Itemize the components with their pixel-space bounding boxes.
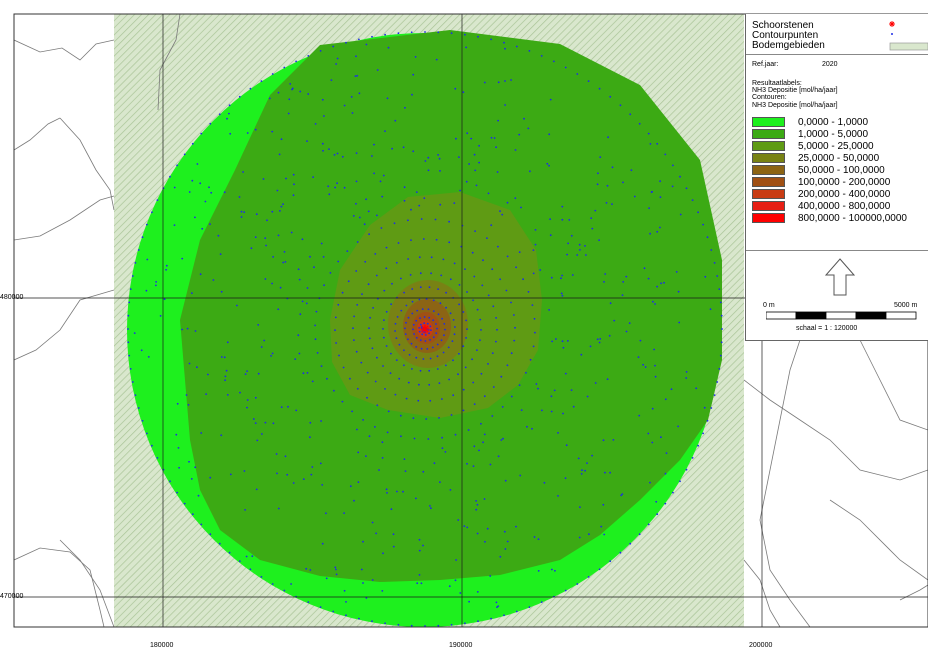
contours-title: Contouren: [752, 94, 787, 101]
legend-divider [746, 54, 928, 55]
y-tick-470000: 470000 [0, 593, 24, 600]
x-tick-180000: 180000 [150, 642, 174, 649]
legend-class-swatch [752, 153, 785, 163]
ref-year-value: 2020 [822, 61, 838, 68]
scalebar-start-label: 0 m [763, 302, 775, 309]
north-arrow-icon [824, 258, 856, 296]
scale-text: schaal = 1 : 120000 [796, 325, 858, 332]
legend-divider-2 [746, 250, 928, 251]
result-labels-title: Resultaatlabels: [752, 80, 802, 87]
map-border [13, 13, 928, 628]
contours-value: NH3 Depositie [mol/ha/jaar] [752, 102, 838, 109]
legend-class-label: 100,0000 - 200,0000 [798, 177, 891, 188]
legend-class-swatch [752, 177, 785, 187]
legend-class-label: 800,0000 - 100000,0000 [798, 213, 907, 224]
legend-class-swatch [752, 213, 785, 223]
contour-points [127, 31, 723, 627]
legend-class-label: 0,0000 - 1,0000 [798, 117, 869, 128]
legend-class-label: 25,0000 - 50,0000 [798, 153, 880, 164]
legend-layer-chimneys: Schoorstenen [752, 20, 814, 31]
legend-class-swatch [752, 117, 785, 127]
legend-class-label: 400,0000 - 800,0000 [798, 201, 891, 212]
legend-panel: Schoorstenen Contourpunten Bodemgebieden… [745, 14, 928, 341]
asterisk-icon [889, 21, 895, 27]
legend-layer-contour-points: Contourpunten [752, 30, 819, 41]
legend-class-label: 1,0000 - 5,0000 [798, 129, 869, 140]
hatched-box-icon [889, 42, 928, 51]
legend-class-swatch [752, 165, 785, 175]
chimney-marker [421, 325, 429, 333]
legend-class-label: 200,0000 - 400,0000 [798, 189, 891, 200]
x-tick-200000: 200000 [749, 642, 773, 649]
x-tick-190000: 190000 [449, 642, 473, 649]
legend-class-swatch [752, 129, 785, 139]
legend-class-swatch [752, 189, 785, 199]
dot-icon [891, 33, 893, 35]
legend-class-swatch [752, 201, 785, 211]
boundary-lines [14, 14, 928, 627]
ref-year-label: Ref.jaar: [752, 61, 779, 68]
y-tick-480000: 480000 [0, 294, 24, 301]
legend-class-label: 5,0000 - 25,0000 [798, 141, 874, 152]
scalebar [766, 311, 917, 320]
scalebar-end-label: 5000 m [894, 302, 918, 309]
legend-layer-symbols [889, 21, 928, 51]
legend-class-swatch [752, 141, 785, 151]
legend-class-label: 50,0000 - 100,0000 [798, 165, 885, 176]
legend-layer-soil-areas: Bodemgebieden [752, 40, 825, 51]
result-labels-value: NH3 Depositie [mol/ha/jaar] [752, 87, 838, 94]
